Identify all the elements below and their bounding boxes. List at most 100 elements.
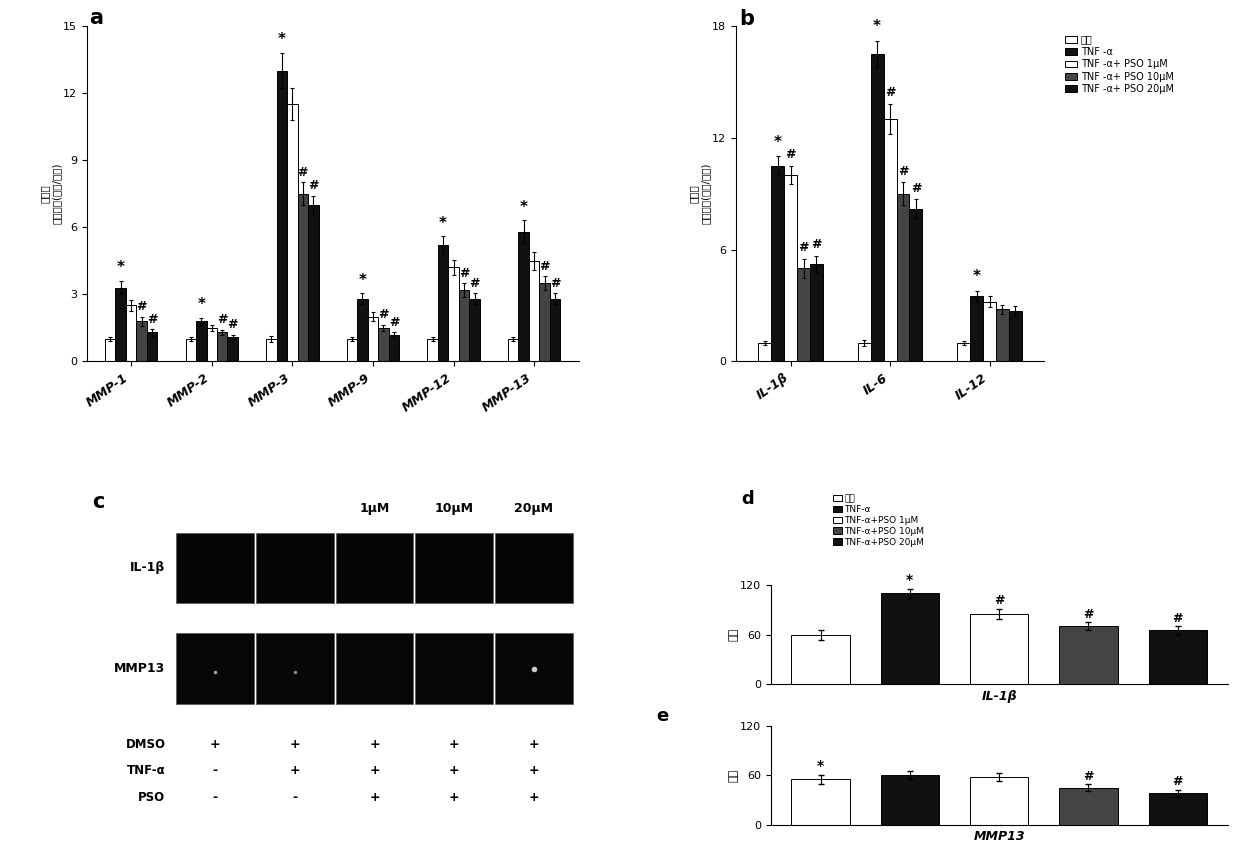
Text: #: # — [459, 267, 469, 280]
Bar — [1009, 311, 1022, 362]
Text: a: a — [89, 8, 103, 27]
Text: +: + — [528, 738, 539, 751]
Bar — [771, 166, 784, 362]
Bar — [970, 296, 983, 362]
Text: PSO: PSO — [139, 791, 165, 804]
Bar — [415, 533, 494, 603]
Bar — [870, 54, 884, 362]
Bar — [858, 343, 870, 362]
Bar — [217, 332, 227, 362]
Bar — [126, 306, 136, 362]
Text: 1μM: 1μM — [360, 503, 389, 515]
Text: *: * — [439, 216, 448, 230]
Bar — [784, 175, 797, 362]
Text: #: # — [994, 594, 1004, 607]
Bar — [1148, 631, 1207, 684]
Legend: 对照, TNF-α, TNF-α+PSO 1μM, TNF-α+PSO 10μM, TNF-α+PSO 20μM: 对照, TNF-α, TNF-α+PSO 1μM, TNF-α+PSO 10μM… — [828, 490, 928, 551]
Bar — [1059, 626, 1117, 684]
Bar — [336, 533, 413, 603]
Text: TNF-α: TNF-α — [126, 765, 165, 777]
Bar — [347, 339, 357, 362]
Bar — [469, 299, 480, 362]
Text: #: # — [308, 180, 319, 192]
Bar — [388, 334, 399, 362]
Text: #: # — [227, 318, 238, 332]
Text: +: + — [449, 738, 460, 751]
Y-axis label: 相对量
（倍数）(目标/对照): 相对量 （倍数）(目标/对照) — [40, 163, 62, 224]
Bar — [970, 614, 1028, 684]
Bar — [428, 339, 438, 362]
Bar — [255, 633, 334, 704]
Bar — [909, 209, 923, 362]
Bar — [880, 776, 939, 825]
Text: 20μM: 20μM — [515, 503, 553, 515]
Text: +: + — [449, 765, 460, 777]
Text: *: * — [774, 135, 781, 149]
Text: *: * — [817, 758, 825, 773]
X-axis label: MMP13: MMP13 — [973, 830, 1025, 844]
Bar — [495, 633, 573, 704]
Text: -: - — [212, 791, 218, 804]
Text: MMP13: MMP13 — [114, 662, 165, 675]
Bar — [880, 594, 939, 684]
Text: e: e — [656, 707, 668, 725]
Text: IL-1β: IL-1β — [130, 562, 165, 575]
Bar — [791, 779, 849, 825]
Bar — [267, 339, 277, 362]
Bar — [983, 302, 996, 362]
Text: *: * — [278, 32, 286, 47]
Bar — [529, 261, 539, 362]
Text: DMSO: DMSO — [125, 738, 165, 751]
Text: #: # — [549, 277, 560, 289]
Text: +: + — [449, 791, 460, 804]
Y-axis label: 相对量
（倍数）(目标/对照): 相对量 （倍数）(目标/对照) — [689, 163, 711, 224]
Bar — [1148, 794, 1207, 825]
Text: #: # — [1173, 776, 1183, 789]
Text: #: # — [539, 260, 549, 273]
Text: +: + — [289, 765, 300, 777]
Bar — [508, 339, 518, 362]
Bar — [996, 309, 1009, 362]
Bar — [136, 321, 146, 362]
Bar — [957, 343, 970, 362]
Bar — [176, 633, 254, 704]
Bar — [277, 70, 288, 362]
Bar — [758, 343, 771, 362]
Text: #: # — [1173, 612, 1183, 624]
Bar — [797, 268, 810, 362]
Text: #: # — [217, 314, 227, 326]
Bar — [368, 317, 378, 362]
Bar — [288, 104, 298, 362]
Text: #: # — [298, 166, 308, 179]
Bar — [810, 265, 823, 362]
X-axis label: IL-1β: IL-1β — [981, 690, 1017, 703]
Bar — [255, 533, 334, 603]
Bar — [970, 777, 1028, 825]
Bar — [196, 321, 207, 362]
Bar — [495, 533, 573, 603]
Bar — [897, 193, 909, 362]
Text: #: # — [388, 316, 399, 329]
Bar — [357, 299, 368, 362]
Text: +: + — [289, 738, 300, 751]
Text: d: d — [740, 490, 754, 508]
Bar — [186, 339, 196, 362]
Bar — [115, 288, 126, 362]
Bar — [176, 533, 254, 603]
Text: +: + — [370, 765, 379, 777]
Bar — [549, 299, 560, 362]
Bar — [459, 289, 469, 362]
Text: *: * — [520, 200, 528, 215]
Bar — [518, 232, 529, 362]
Text: +: + — [528, 765, 539, 777]
Text: +: + — [528, 791, 539, 804]
Bar — [308, 204, 319, 362]
Text: +: + — [370, 738, 379, 751]
Text: *: * — [358, 272, 367, 288]
Bar — [146, 332, 157, 362]
Text: -: - — [212, 765, 218, 777]
Text: *: * — [117, 260, 125, 275]
Bar — [227, 337, 238, 362]
Text: c: c — [92, 492, 104, 512]
Bar — [105, 339, 115, 362]
